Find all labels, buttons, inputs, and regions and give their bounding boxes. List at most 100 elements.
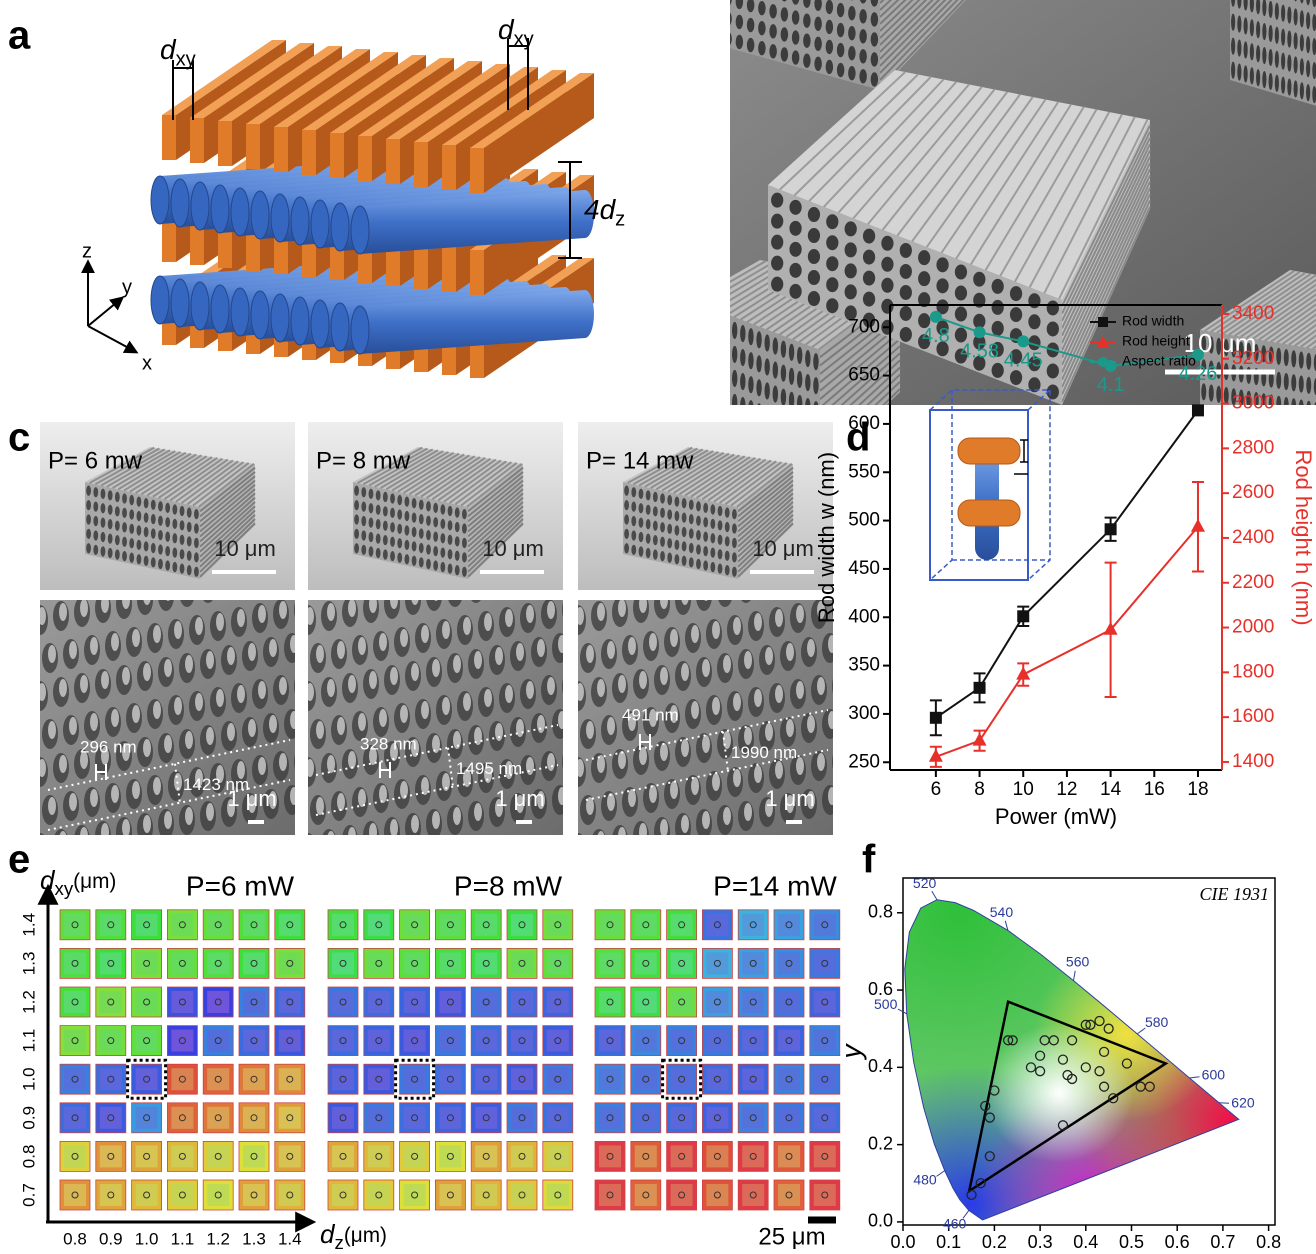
pore <box>158 516 163 526</box>
rod-highlight <box>122 667 130 685</box>
sample-inner <box>778 914 800 936</box>
pore <box>724 391 729 408</box>
pore <box>710 519 715 529</box>
sample-inner <box>279 991 301 1013</box>
rod-highlight <box>733 769 741 787</box>
pore <box>390 522 395 532</box>
pore <box>863 271 875 286</box>
pore <box>93 530 98 540</box>
rod-highlight <box>269 715 277 733</box>
pore <box>187 551 192 561</box>
rod-highlight <box>796 757 804 775</box>
group-title: P=14 mW <box>713 870 837 901</box>
sample-inner <box>742 1107 764 1129</box>
rod-highlight <box>618 751 626 769</box>
x-axis-label: x <box>1080 1247 1097 1254</box>
sample-inner <box>475 991 497 1013</box>
sample-inner <box>207 1145 229 1167</box>
pore <box>1275 75 1279 92</box>
y2-tick-label: 3000 <box>1232 393 1274 414</box>
pore <box>859 29 867 43</box>
rod-highlight <box>484 689 492 707</box>
rod-highlight <box>463 693 471 711</box>
pore <box>369 489 374 499</box>
rod-highlight <box>227 723 235 741</box>
pore <box>158 559 163 569</box>
rod-highlight <box>702 659 710 677</box>
rod-highlight <box>723 731 731 749</box>
pore <box>845 284 857 299</box>
rod-highlight <box>279 677 287 695</box>
chart-title: CIE 1931 <box>1200 884 1270 904</box>
y-tick-label: 0.8 <box>868 902 893 922</box>
sample-inner <box>778 1107 800 1129</box>
rod-highlight <box>453 807 461 825</box>
rod-highlight <box>723 807 731 825</box>
pore <box>631 487 636 497</box>
rod-highlight <box>838 673 846 691</box>
scale-bar-label: 25 μm <box>758 1223 825 1250</box>
rod-highlight <box>442 621 450 639</box>
rod-highlight <box>195 617 203 635</box>
sample-inner <box>671 1184 693 1206</box>
pore <box>1237 39 1241 56</box>
pore <box>440 548 445 558</box>
sample-inner <box>64 1184 86 1206</box>
pore <box>1237 63 1241 80</box>
sample-inner <box>207 1068 229 1090</box>
pore <box>710 533 715 543</box>
data-label: 4.58 <box>960 341 999 363</box>
sample-inner <box>814 952 836 974</box>
blue-rod-end <box>211 185 229 233</box>
pore <box>151 514 156 524</box>
rod-highlight <box>290 635 298 653</box>
pore <box>1262 71 1266 88</box>
pore <box>376 505 381 515</box>
pore <box>354 500 359 510</box>
dxy-label: dxy <box>160 34 197 70</box>
pore <box>1269 25 1273 42</box>
pore <box>748 328 753 345</box>
pore <box>732 394 737 411</box>
rod-highlight <box>48 721 56 739</box>
rod-highlight <box>390 667 398 685</box>
pore <box>660 508 665 518</box>
sample-inner <box>439 991 461 1013</box>
pore <box>86 500 91 510</box>
wavelength-label: 460 <box>943 1216 967 1232</box>
pore <box>859 69 867 83</box>
y-tick-label: 550 <box>848 461 880 482</box>
rod-highlight <box>618 599 626 617</box>
rod-highlight <box>248 643 256 661</box>
4dz-label-sub: z <box>615 209 625 231</box>
y-axis-label: y <box>835 1043 866 1061</box>
pore <box>803 14 811 28</box>
pore <box>115 492 120 502</box>
sample-inner <box>475 914 497 936</box>
y-tick-label: 0.8 <box>19 1145 38 1169</box>
data-point <box>930 712 942 724</box>
rod-highlight <box>206 727 214 745</box>
pore <box>624 500 629 510</box>
pore <box>1028 314 1040 329</box>
pore <box>918 271 930 286</box>
pore <box>419 543 424 553</box>
pore <box>1250 43 1254 60</box>
pore <box>789 344 794 361</box>
pore <box>1231 38 1235 55</box>
rod-highlight <box>660 591 668 609</box>
pore <box>748 400 753 417</box>
blue-rod-end <box>351 206 369 254</box>
rod-highlight <box>290 787 298 805</box>
y-tick-label: 0.0 <box>868 1211 893 1231</box>
rod-highlight <box>453 655 461 673</box>
pore <box>108 548 113 558</box>
pore <box>1209 385 1214 402</box>
rod-shadow <box>562 595 578 625</box>
rod-width-label: 296 nm <box>80 737 137 756</box>
pore <box>758 1 766 15</box>
rod-highlight <box>80 675 88 693</box>
rod-highlight <box>379 633 387 651</box>
pore <box>1231 412 1236 429</box>
rod-highlight <box>185 655 193 673</box>
